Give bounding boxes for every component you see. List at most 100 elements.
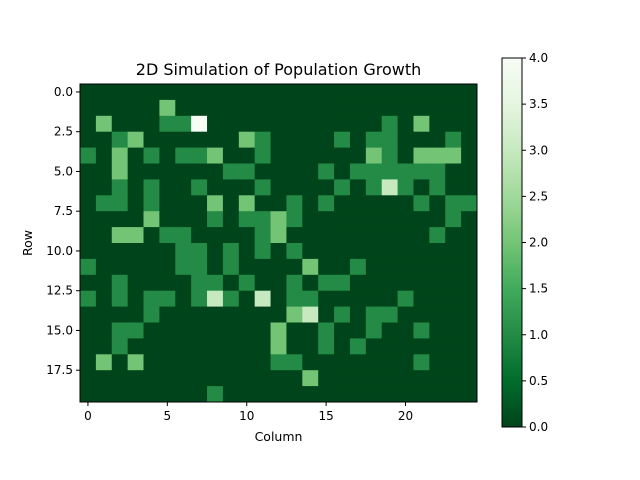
heatmap-cell [95, 115, 113, 133]
heatmap-cell [461, 243, 478, 260]
heatmap-cell [334, 243, 351, 260]
heatmap-cell [397, 243, 414, 260]
heatmap-cell [191, 115, 208, 133]
heatmap-cell [222, 163, 240, 180]
heatmap-cell [318, 338, 335, 355]
heatmap-cell [222, 306, 240, 323]
heatmap-cell [238, 179, 256, 196]
heatmap-cell [238, 258, 256, 276]
heatmap-cell [461, 179, 478, 196]
heatmap-cell [95, 290, 113, 307]
heatmap-cell [270, 99, 287, 117]
heatmap-cell [397, 338, 414, 355]
heatmap-cell [111, 131, 129, 148]
heatmap-cell [349, 258, 367, 276]
heatmap-cell [207, 163, 224, 180]
heatmap-cell [413, 163, 430, 180]
heatmap-cell [159, 370, 176, 387]
heatmap-cell [429, 227, 446, 244]
heatmap-cell [254, 195, 271, 212]
heatmap-cell [334, 338, 351, 355]
heatmap-cell [95, 338, 113, 355]
heatmap-cell [365, 354, 383, 371]
heatmap-cell [286, 322, 303, 339]
heatmap-cell [349, 338, 367, 355]
heatmap-cell [286, 306, 303, 323]
heatmap-cell [159, 338, 176, 355]
heatmap-cell [95, 211, 113, 228]
heatmap-cell [238, 338, 256, 355]
heatmap-cell [286, 290, 303, 307]
heatmap-cell [254, 338, 271, 355]
heatmap-cell [445, 306, 462, 323]
heatmap-cell [413, 131, 430, 148]
heatmap-cell [429, 258, 446, 276]
heatmap-cell [127, 306, 144, 323]
heatmap-cell [111, 370, 129, 387]
chart-title: 2D Simulation of Population Growth [136, 60, 421, 79]
y-tick-label: 12.5 [46, 284, 73, 298]
heatmap-cell [159, 163, 176, 180]
heatmap-cell [207, 338, 224, 355]
heatmap-cell [286, 274, 303, 292]
heatmap-cell [397, 370, 414, 387]
heatmap-cell [334, 147, 351, 164]
heatmap-cell [175, 195, 192, 212]
heatmap-cell [111, 179, 129, 196]
heatmap-cell [175, 243, 192, 260]
heatmap-cell [413, 274, 430, 292]
heatmap-cell [334, 274, 351, 292]
heatmap-cell [111, 290, 129, 307]
heatmap-cell [286, 258, 303, 276]
heatmap-cell [334, 99, 351, 117]
heatmap-cell [111, 274, 129, 292]
heatmap-cell [127, 338, 144, 355]
heatmap-cell [191, 354, 208, 371]
heatmap-cell [222, 131, 240, 148]
heatmap-cell [381, 227, 398, 244]
heatmap-cell [270, 306, 287, 323]
heatmap-cell [222, 258, 240, 276]
heatmap-cell [334, 179, 351, 196]
heatmap-cell [270, 131, 287, 148]
heatmap-cell [365, 258, 383, 276]
heatmap-cell [95, 163, 113, 180]
heatmap-cell [429, 243, 446, 260]
y-tick-label: 7.5 [54, 204, 73, 218]
heatmap-cell [222, 322, 240, 339]
heatmap-cell [191, 179, 208, 196]
heatmap-cell [143, 386, 160, 403]
heatmap-cell [365, 322, 383, 339]
heatmap-cell [238, 243, 256, 260]
heatmap-cell [175, 306, 192, 323]
heatmap-cell [365, 211, 383, 228]
heatmap-cell [222, 99, 240, 117]
heatmap-cell [445, 84, 462, 101]
heatmap-cell [95, 227, 113, 244]
heatmap-cell [445, 386, 462, 403]
heatmap-cell [349, 290, 367, 307]
heatmap-cell [111, 243, 129, 260]
heatmap-cell [270, 386, 287, 403]
y-axis: 0.0 2.5 5.0 7.5 10.0 12.5 15.0 17.5 [46, 85, 80, 377]
heatmap-cell [397, 211, 414, 228]
heatmap-cell [349, 115, 367, 133]
heatmap-cell [334, 84, 351, 101]
heatmap-cell [175, 84, 192, 101]
heatmap-cell [318, 227, 335, 244]
heatmap-cell [175, 147, 192, 164]
heatmap-cell [80, 243, 97, 260]
heatmap-cell [238, 274, 256, 292]
heatmap-cell [238, 115, 256, 133]
heatmap-cell [429, 211, 446, 228]
heatmap-cell [445, 290, 462, 307]
heatmap-cell [191, 370, 208, 387]
heatmap-cell [270, 258, 287, 276]
heatmap-cell [191, 290, 208, 307]
heatmap-cell [143, 274, 160, 292]
x-tick-label: 10 [239, 409, 254, 423]
heatmap-cell [159, 354, 176, 371]
heatmap-cell [302, 99, 319, 117]
heatmap-cell [95, 274, 113, 292]
heatmap-cell [413, 147, 430, 164]
